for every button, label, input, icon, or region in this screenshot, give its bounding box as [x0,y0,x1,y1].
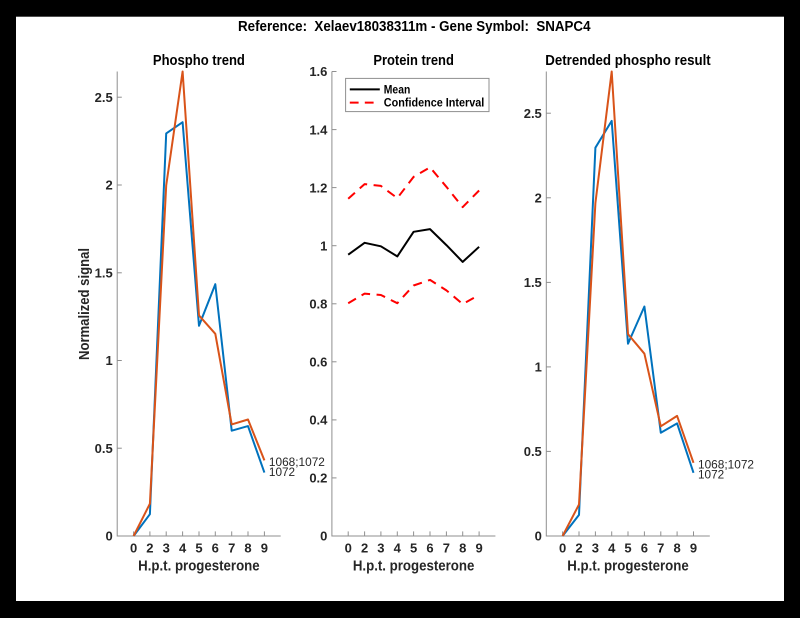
svg-text:1: 1 [320,238,327,253]
svg-text:0.6: 0.6 [309,355,327,370]
svg-text:8: 8 [673,541,680,556]
svg-text:4: 4 [394,541,402,556]
svg-text:Mean: Mean [384,82,411,96]
svg-text:1: 1 [535,360,542,375]
svg-text:2: 2 [575,541,582,556]
svg-text:3: 3 [163,541,170,556]
svg-text:0.5: 0.5 [524,444,542,459]
svg-text:2: 2 [535,191,542,206]
svg-text:9: 9 [475,541,482,556]
svg-text:Detrended phospho result: Detrended phospho result [545,53,711,69]
svg-text:9: 9 [690,541,697,556]
svg-text:3: 3 [377,541,384,556]
svg-text:1: 1 [105,353,112,368]
svg-text:Phospho trend: Phospho trend [153,53,245,69]
svg-text:8: 8 [244,541,251,556]
svg-text:9: 9 [261,541,268,556]
svg-text:Confidence Interval: Confidence Interval [384,96,485,110]
svg-text:0: 0 [535,529,542,544]
svg-text:4: 4 [179,541,187,556]
svg-text:5: 5 [624,541,631,556]
svg-text:1.5: 1.5 [95,265,113,280]
svg-text:0.5: 0.5 [95,441,113,456]
svg-text:1068;1072: 1068;1072 [269,455,325,469]
svg-text:0: 0 [345,541,352,556]
svg-text:1.6: 1.6 [309,64,327,79]
svg-text:0: 0 [130,541,137,556]
svg-text:2: 2 [146,541,153,556]
svg-text:1072: 1072 [269,465,296,479]
svg-text:5: 5 [410,541,417,556]
svg-text:H.p.t. progesterone: H.p.t. progesterone [567,558,689,574]
svg-text:6: 6 [426,541,433,556]
svg-text:H.p.t. progesterone: H.p.t. progesterone [138,558,260,574]
svg-text:7: 7 [657,541,664,556]
svg-text:1068;1072: 1068;1072 [698,457,754,471]
svg-text:0.4: 0.4 [309,413,328,428]
svg-text:H.p.t. progesterone: H.p.t. progesterone [353,558,475,574]
svg-text:6: 6 [641,541,648,556]
svg-text:7: 7 [443,541,450,556]
svg-text:2.5: 2.5 [95,90,113,105]
svg-text:0: 0 [559,541,566,556]
svg-text:1.5: 1.5 [524,275,542,290]
svg-text:0: 0 [320,529,327,544]
svg-text:2.5: 2.5 [524,106,542,121]
svg-text:1.4: 1.4 [309,122,328,137]
svg-text:3: 3 [592,541,599,556]
svg-text:2: 2 [361,541,368,556]
svg-text:5: 5 [195,541,202,556]
svg-text:Reference: Xelaev18038311m -: Reference: Xelaev18038311m - Gene Symbol… [238,19,591,35]
svg-text:0.2: 0.2 [309,471,327,486]
svg-text:8: 8 [459,541,466,556]
svg-text:0.8: 0.8 [309,296,327,311]
svg-text:6: 6 [212,541,219,556]
svg-text:1.2: 1.2 [309,180,327,195]
svg-text:Protein trend: Protein trend [373,53,454,69]
svg-text:2: 2 [105,178,112,193]
svg-text:0: 0 [105,529,112,544]
svg-text:4: 4 [608,541,616,556]
svg-text:7: 7 [228,541,235,556]
svg-text:1072: 1072 [698,468,725,482]
svg-text:Normalized signal: Normalized signal [77,248,93,360]
